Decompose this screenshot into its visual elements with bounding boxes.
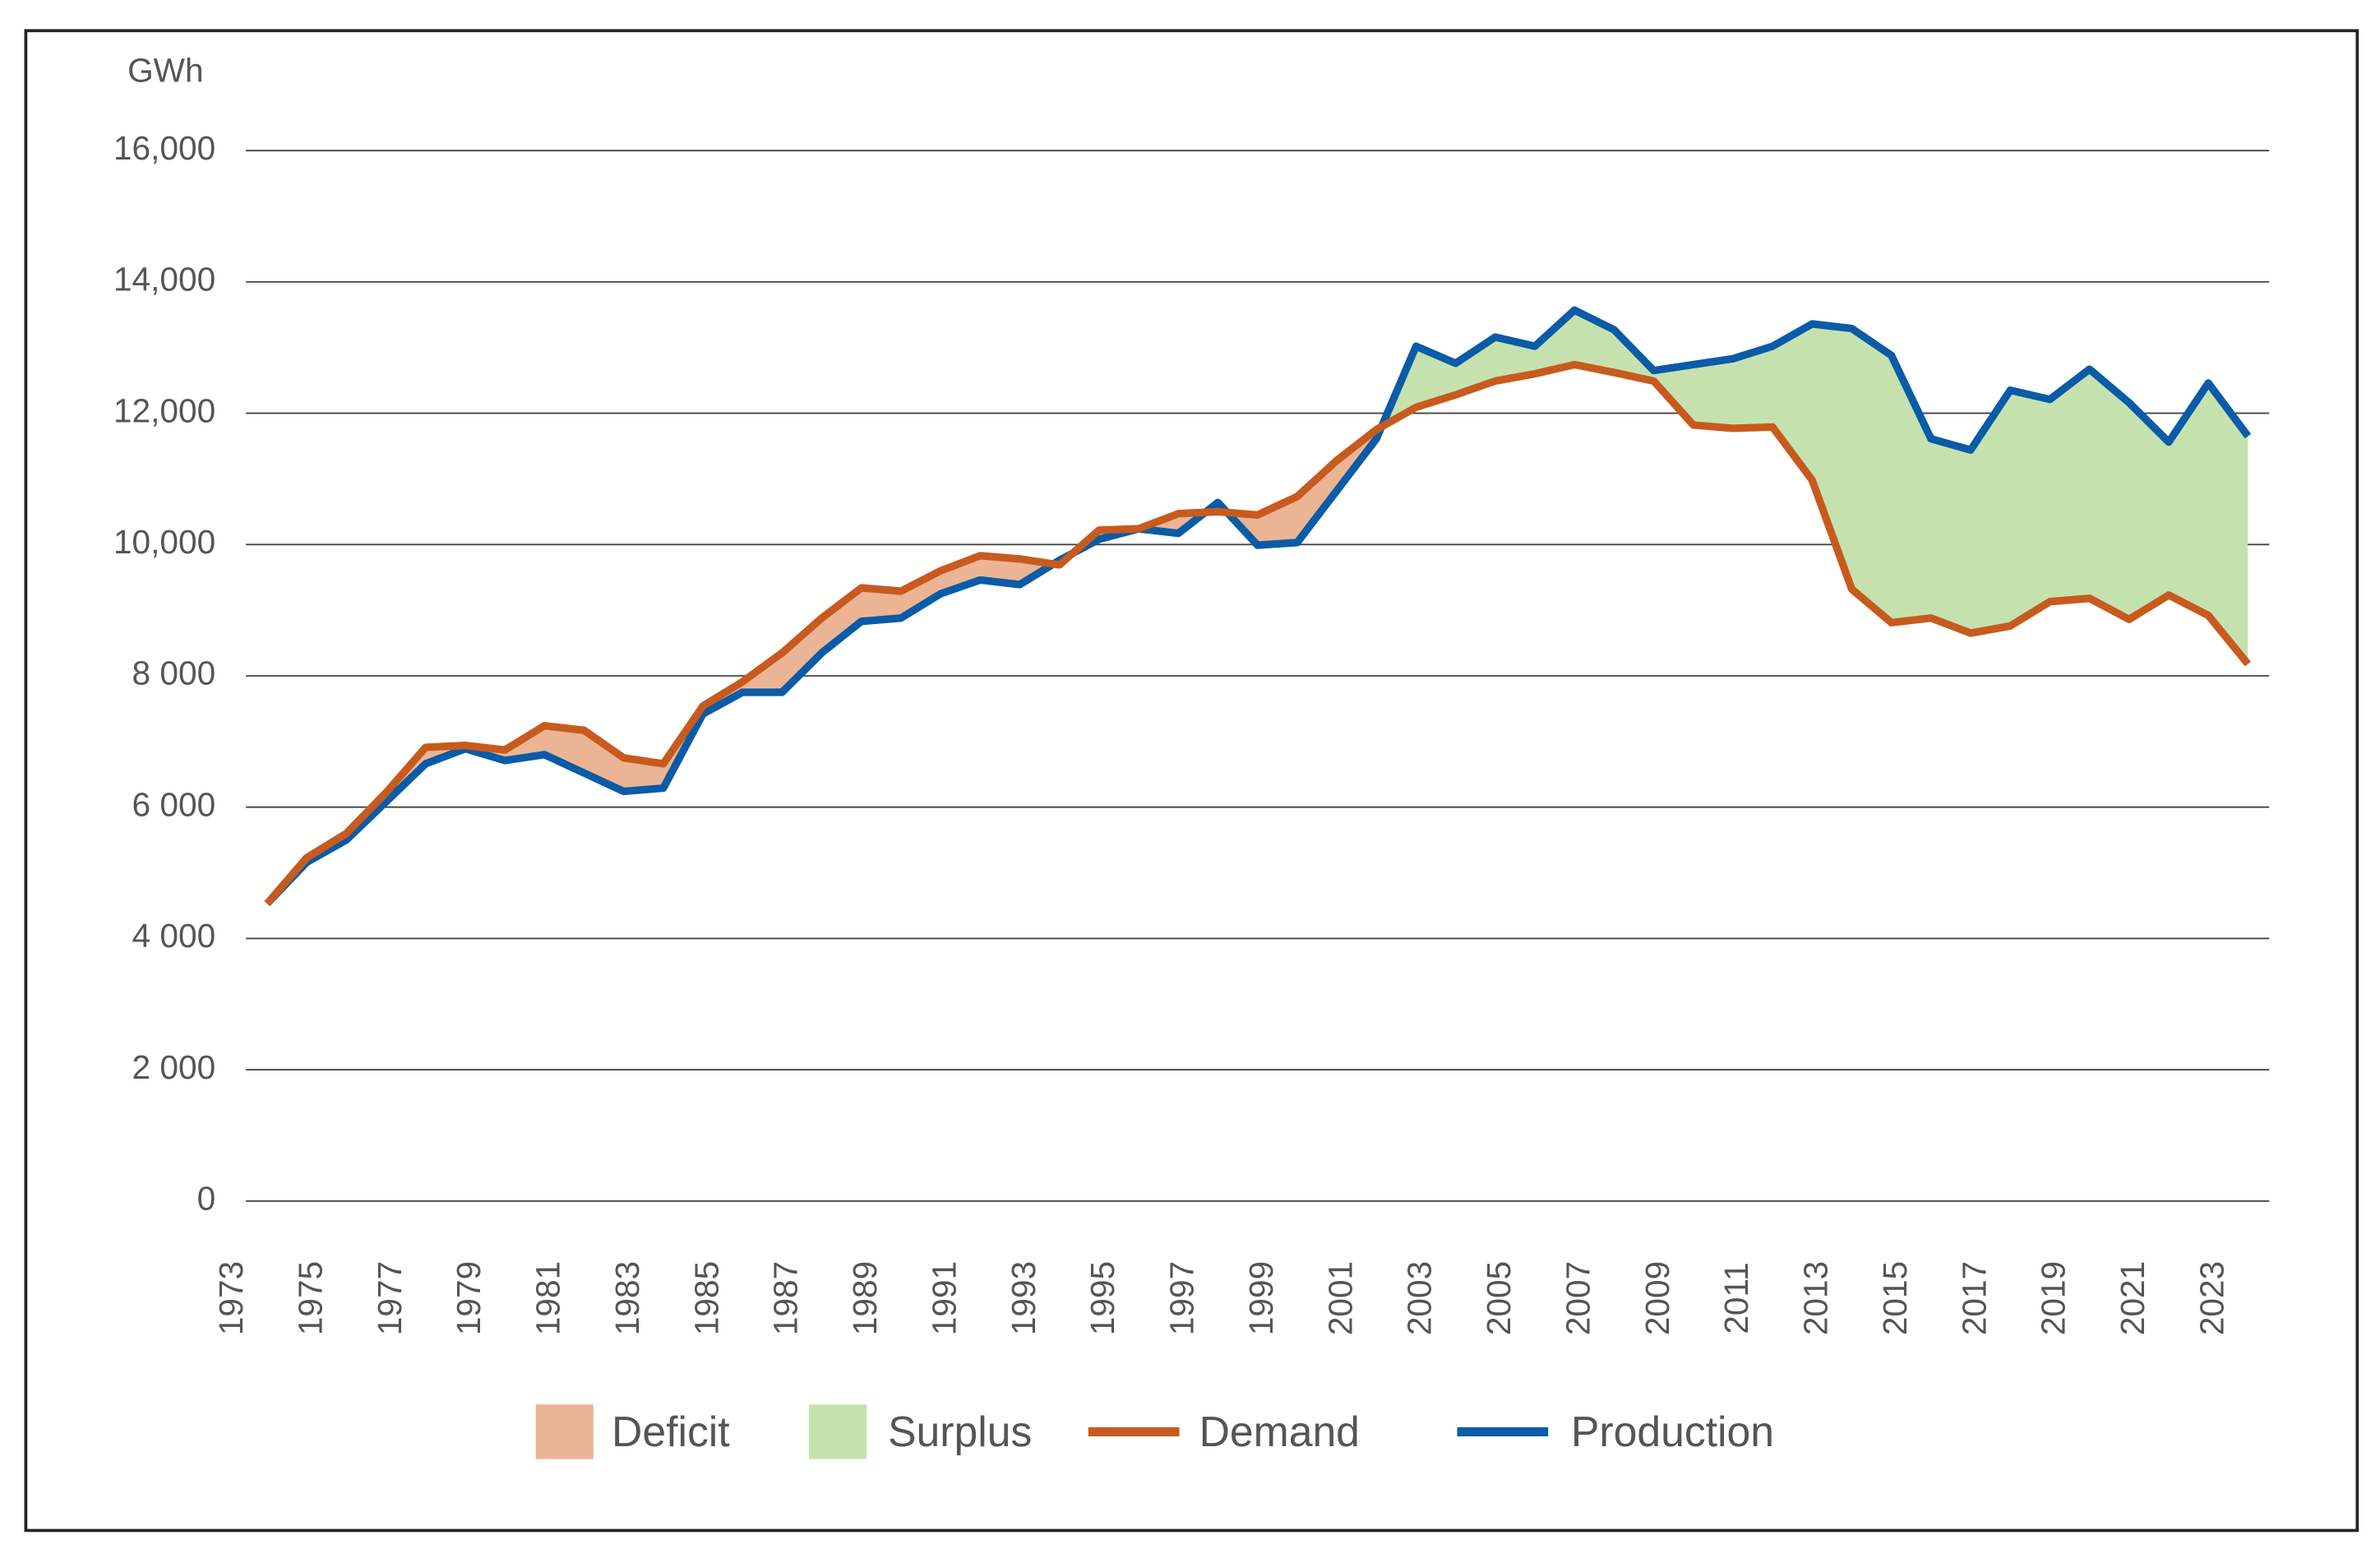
x-tick-label: 2009 bbox=[1638, 1261, 1676, 1335]
y-unit-label: GWh bbox=[127, 52, 204, 90]
x-tick-label: 1973 bbox=[212, 1261, 250, 1335]
x-tick-label: 1983 bbox=[608, 1261, 646, 1335]
x-tick-label: 2011 bbox=[1717, 1262, 1755, 1334]
y-tick-label: 16,000 bbox=[113, 129, 215, 167]
y-tick-label: 12,000 bbox=[113, 391, 215, 429]
legend-label: Production bbox=[1571, 1408, 1774, 1455]
x-tick-label: 1989 bbox=[846, 1261, 884, 1335]
x-tick-label: 2019 bbox=[2035, 1261, 2073, 1335]
x-tick-label: 2007 bbox=[1559, 1261, 1597, 1335]
x-tick-label: 1987 bbox=[767, 1261, 805, 1335]
x-tick-label: 2023 bbox=[2193, 1261, 2230, 1335]
x-tick-label: 2003 bbox=[1401, 1261, 1439, 1335]
x-tick-label: 1991 bbox=[925, 1261, 963, 1335]
x-tick-label: 1997 bbox=[1163, 1261, 1201, 1335]
x-tick-label: 2001 bbox=[1321, 1261, 1359, 1335]
x-tick-label: 1979 bbox=[450, 1261, 488, 1335]
line-production bbox=[264, 306, 2252, 907]
x-tick-label: 2005 bbox=[1480, 1261, 1518, 1335]
legend-label: Demand bbox=[1199, 1408, 1360, 1455]
y-tick-label: 8 000 bbox=[132, 654, 216, 692]
legend-label: Deficit bbox=[612, 1408, 730, 1455]
x-tick-label: 1993 bbox=[1005, 1261, 1042, 1335]
x-tick-label: 2013 bbox=[1797, 1261, 1835, 1335]
y-tick-label: 2 000 bbox=[132, 1048, 216, 1086]
x-tick-label: 1985 bbox=[687, 1261, 725, 1335]
x-tick-label: 1977 bbox=[371, 1261, 409, 1335]
legend-label: Surplus bbox=[888, 1408, 1032, 1455]
y-tick-label: 10,000 bbox=[113, 523, 215, 561]
y-tick-label: 14,000 bbox=[113, 261, 215, 298]
x-tick-label: 2015 bbox=[1876, 1261, 1914, 1335]
x-tick-label: 1975 bbox=[291, 1261, 329, 1335]
y-tick-label: 6 000 bbox=[132, 785, 216, 823]
frame bbox=[24, 29, 2359, 1533]
x-tick-label: 1995 bbox=[1084, 1261, 1121, 1335]
x-tick-label: 2021 bbox=[2114, 1261, 2151, 1335]
x-tick-label: 1999 bbox=[1242, 1261, 1280, 1335]
x-tick-label: 2017 bbox=[1955, 1261, 1993, 1335]
line-demand bbox=[264, 360, 2251, 907]
x-tick-label: 1981 bbox=[529, 1261, 567, 1335]
y-tick-label: 4 000 bbox=[132, 917, 216, 955]
legend-swatch bbox=[809, 1404, 867, 1459]
y-tick-label: 0 bbox=[197, 1180, 216, 1218]
legend-swatch bbox=[535, 1404, 594, 1459]
